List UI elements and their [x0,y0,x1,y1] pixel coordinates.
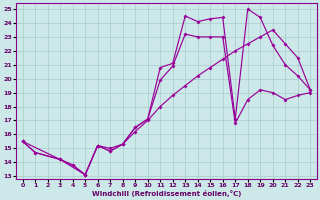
X-axis label: Windchill (Refroidissement éolien,°C): Windchill (Refroidissement éolien,°C) [92,190,241,197]
